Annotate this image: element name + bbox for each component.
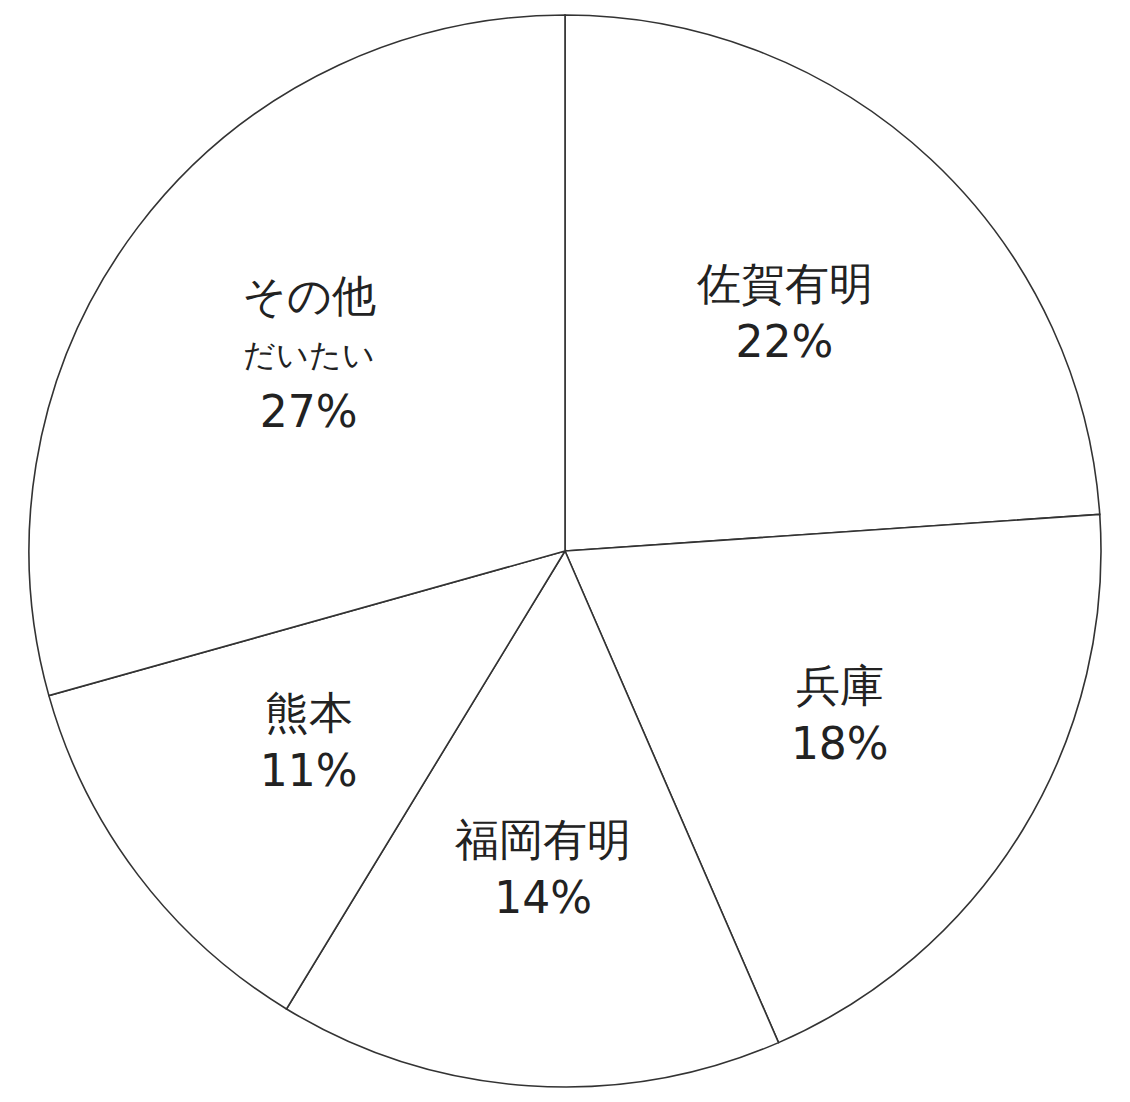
- category-label: 福岡有明: [455, 814, 631, 865]
- labels: 佐賀有明 22% 兵庫 18% 福岡有明 14% 熊本 11% その他だいたい 27%: [242, 258, 889, 923]
- category-label: 佐賀有明: [697, 258, 873, 309]
- category-label: その他: [242, 270, 376, 321]
- data-label: 27%: [260, 386, 358, 437]
- slice: [29, 15, 565, 696]
- data-label: 22%: [736, 316, 834, 367]
- data-label: 18%: [791, 718, 889, 769]
- slices: [29, 15, 1101, 1087]
- data-label: 14%: [494, 872, 592, 923]
- slice: [565, 15, 1100, 551]
- category-label: 熊本: [265, 687, 353, 738]
- data-label: 11%: [260, 745, 358, 796]
- category-label: 兵庫: [796, 660, 884, 711]
- chart: 佐賀有明 22% 兵庫 18% 福岡有明 14% 熊本 11% その他だいたい 27%: [0, 0, 1130, 1102]
- annotation: だいたい: [243, 336, 375, 374]
